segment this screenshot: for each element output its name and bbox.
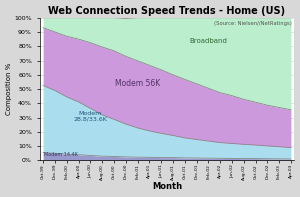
Text: Broadband: Broadband <box>189 38 227 44</box>
Text: (Source: Nielsen//NetRatings): (Source: Nielsen//NetRatings) <box>214 20 292 25</box>
Text: Modem 14.4K: Modem 14.4K <box>44 152 78 157</box>
Text: Modem
28.8/33.6K: Modem 28.8/33.6K <box>74 111 107 122</box>
Title: Web Connection Speed Trends - Home (US): Web Connection Speed Trends - Home (US) <box>49 6 286 16</box>
Y-axis label: Composition %: Composition % <box>6 63 12 115</box>
Text: Modem 56K: Modem 56K <box>115 79 160 88</box>
X-axis label: Month: Month <box>152 182 182 191</box>
